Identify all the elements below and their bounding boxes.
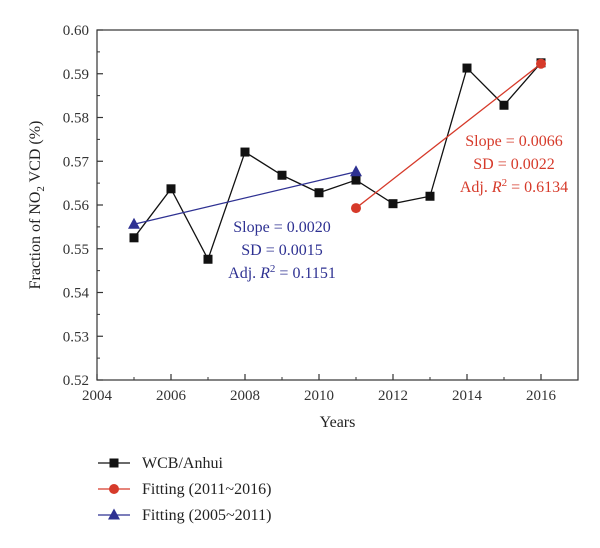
legend-marker-1	[109, 484, 119, 494]
data-point-0	[314, 188, 324, 198]
axes: 2004 2006 2008 2010 2012 2014 2016 0.52 0.53 0.54…	[27, 23, 579, 431]
legend-marker-2	[108, 508, 120, 520]
data-point-0	[462, 63, 472, 73]
x-tick-label: 2010	[304, 388, 334, 404]
data-point-0	[351, 175, 361, 185]
x-tick-label: 2008	[230, 388, 260, 404]
data-point-1	[536, 58, 546, 69]
data-point-0	[499, 100, 509, 110]
plot-frame	[96, 29, 579, 381]
annotation-1-line-1: SD = 0.0015	[241, 242, 322, 259]
y-tick-label: 0.56	[63, 198, 90, 214]
legend-label-2: Fitting (2005~2011)	[142, 507, 271, 524]
annotation-0-line-1: SD = 0.0022	[473, 156, 554, 173]
x-tick-label: 2016	[526, 388, 557, 404]
data-point-0	[203, 254, 213, 264]
series-line-2	[133, 171, 357, 225]
y-tick-label: 0.52	[63, 373, 89, 389]
data-point-2	[128, 217, 140, 229]
annotation-0-line-0: Slope = 0.0066	[465, 133, 562, 150]
data-point-2	[350, 165, 362, 177]
y-axis-title: Fraction of NO2 VCD (%)	[27, 121, 47, 290]
y-tick-label: 0.59	[63, 67, 89, 83]
legend: WCB/Anhui Fitting (2011~2016) Fitting (200…	[98, 455, 271, 524]
x-tick-label: 2012	[378, 388, 408, 404]
annotations: Slope = 0.0066 SD = 0.0022 Adj. R2 = 0.613…	[228, 133, 568, 282]
series-layer	[128, 58, 546, 264]
data-point-0	[277, 170, 287, 180]
data-point-1	[351, 203, 361, 214]
annotation-0-line-2: Adj. R2 = 0.6134	[460, 177, 568, 196]
annotation-1-line-2: Adj. R2 = 0.1151	[228, 263, 336, 282]
x-tick-label: 2004	[82, 388, 113, 404]
annotation-1-line-0: Slope = 0.0020	[233, 219, 330, 236]
x-tick-label: 2014	[452, 388, 483, 404]
legend-label-1: Fitting (2011~2016)	[142, 481, 271, 498]
series-line-0	[133, 62, 542, 261]
x-tick-label: 2006	[156, 388, 187, 404]
legend-label-0: WCB/Anhui	[142, 455, 223, 472]
y-tick-label: 0.55	[63, 242, 89, 258]
y-tick-label: 0.53	[63, 329, 89, 345]
data-point-0	[129, 233, 139, 243]
data-point-0	[388, 199, 398, 209]
data-point-0	[240, 147, 250, 157]
y-tick-label: 0.60	[63, 23, 89, 39]
series-line-1	[355, 63, 542, 209]
y-tick-label: 0.57	[63, 154, 90, 170]
legend-marker-0	[109, 458, 119, 468]
y-tick-label: 0.58	[63, 111, 89, 127]
x-axis-title: Years	[320, 414, 356, 431]
data-point-0	[425, 191, 435, 201]
data-point-0	[166, 184, 176, 194]
y-tick-label: 0.54	[63, 286, 90, 302]
